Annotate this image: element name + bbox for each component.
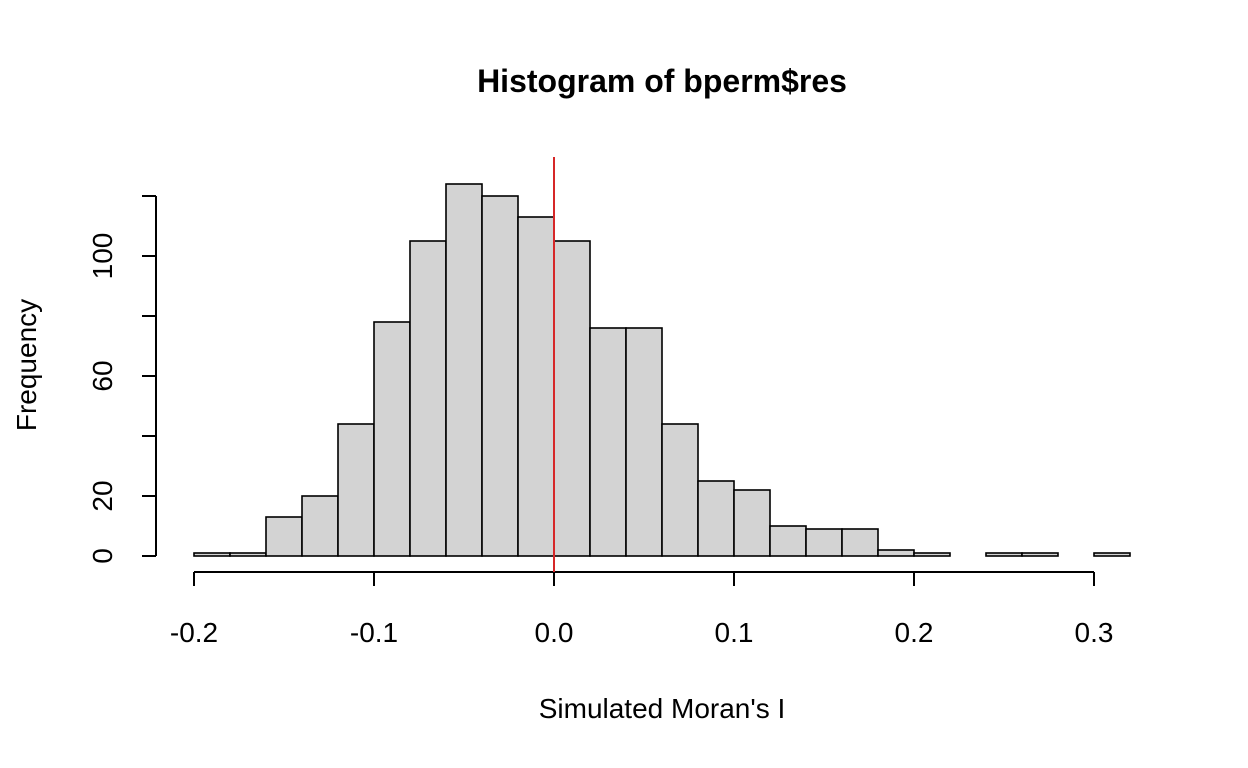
histogram-bar [373,321,411,557]
histogram-bar [877,549,915,557]
histogram-bar [769,525,807,557]
histogram-bar [589,327,627,557]
histogram-bar [553,240,591,557]
histogram-bar [301,495,339,557]
x-tick-label: -0.1 [350,617,398,648]
histogram-bar [733,489,771,557]
x-axis-label: Simulated Moran's I [539,693,786,724]
histogram-bar [913,552,951,557]
histogram-bar [661,423,699,557]
histogram-bar [1021,552,1059,557]
histogram-bar [265,516,303,557]
chart-title: Histogram of bperm$res [477,63,847,99]
x-tick-label: 0.3 [1075,617,1114,648]
histogram-bar [697,480,735,557]
histogram-bar [1093,552,1131,557]
y-tick-label: 60 [87,360,118,391]
histogram-bar [193,552,231,557]
y-tick-label: 20 [87,480,118,511]
y-tick-label: 0 [87,548,118,564]
histogram-bar [445,183,483,557]
histogram-bar [985,552,1023,557]
bars-group [193,183,1131,557]
histogram-bar [481,195,519,557]
y-tick-label: 100 [87,233,118,280]
histogram-bar [409,240,447,557]
histogram-bar [805,528,843,557]
histogram-bar [841,528,879,557]
histogram-bar [625,327,663,557]
x-axis: -0.2 -0.1 0.0 0.1 0.2 0.3 [170,571,1114,648]
y-axis: 0 20 60 100 [87,195,157,564]
x-tick-label: -0.2 [170,617,218,648]
x-tick-label: 0.2 [895,617,934,648]
x-tick-label: 0.1 [715,617,754,648]
x-tick-label: 0.0 [535,617,574,648]
histogram-bar [229,552,267,557]
histogram-bar [517,216,555,557]
y-axis-label: Frequency [11,299,42,431]
histogram-bar [337,423,375,557]
